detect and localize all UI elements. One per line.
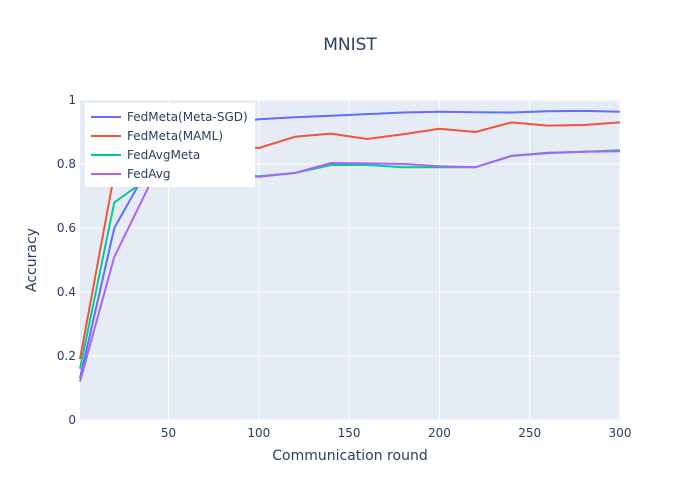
legend-label: FedMeta(Meta-SGD)	[127, 110, 248, 124]
x-tick-label: 200	[428, 426, 451, 440]
y-tick-label: 0	[68, 413, 76, 427]
x-tick-label: 150	[338, 426, 361, 440]
legend: FedMeta(Meta-SGD) FedMeta(MAML) FedAvgMeta…	[85, 103, 255, 187]
y-tick-label: 0.4	[57, 285, 76, 299]
legend-label: FedAvgMeta	[127, 148, 200, 162]
y-axis-title: Accuracy	[24, 228, 40, 292]
x-tick-label: 100	[247, 426, 270, 440]
x-axis-title: Communication round	[272, 448, 427, 464]
y-tick-label: 0.6	[57, 221, 76, 235]
legend-label: FedMeta(MAML)	[127, 129, 223, 143]
x-tick-label: 300	[609, 426, 632, 440]
chart-title: MNIST	[323, 35, 377, 55]
x-tick-label: 250	[518, 426, 541, 440]
legend-label: FedAvg	[127, 167, 170, 181]
y-tick-label: 0.2	[57, 349, 76, 363]
y-tick-label: 0.8	[57, 157, 76, 171]
y-tick-label: 1	[68, 93, 76, 107]
x-tick-label: 50	[161, 426, 176, 440]
